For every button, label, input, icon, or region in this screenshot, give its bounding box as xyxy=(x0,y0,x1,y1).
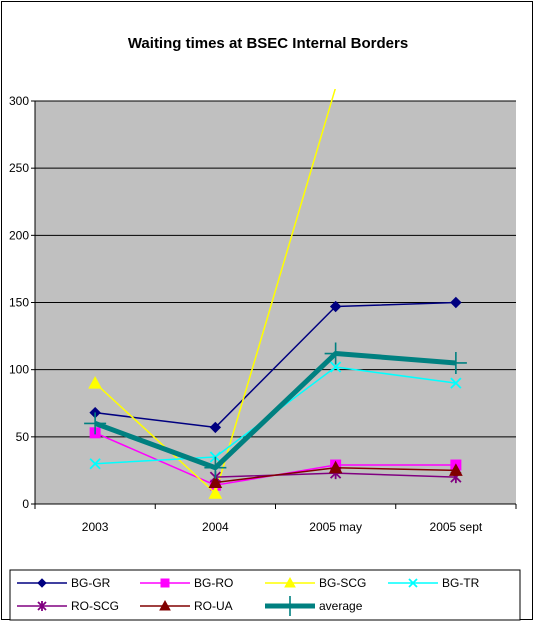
legend xyxy=(9,569,521,621)
legend-marker xyxy=(408,578,418,588)
legend-marker xyxy=(37,578,47,588)
legend-item-average: average xyxy=(265,596,363,616)
legend-marker xyxy=(159,599,171,611)
y-tick-label: 200 xyxy=(9,228,29,242)
data-point-average xyxy=(204,456,227,479)
series-line-average xyxy=(94,351,457,471)
data-point-average xyxy=(444,351,467,374)
legend-items: BG-GR BG-RO BG-SCG BG-TR RO-SCG RO-UA average xyxy=(17,576,480,616)
data-point-bg-scg xyxy=(88,376,102,389)
data-point-bg-gr xyxy=(209,421,222,434)
legend-label: BG-TR xyxy=(442,576,480,590)
legend-label: BG-SCG xyxy=(319,576,366,590)
legend-marker xyxy=(280,596,300,616)
y-tick-label: 100 xyxy=(9,363,29,377)
legend-marker xyxy=(37,601,47,611)
series-ro-ua xyxy=(208,460,463,489)
legend-item-bg-ro: BG-RO xyxy=(140,576,233,590)
legend-label: RO-UA xyxy=(194,599,233,613)
axes: 0 50 100 150 200 250 300 2003 2004 2005 may 2005 s… xyxy=(9,94,517,534)
y-tick-label: 0 xyxy=(22,497,29,511)
data-point-average xyxy=(84,412,107,435)
x-tick-label: 2003 xyxy=(82,520,109,534)
data-point-ro-ua xyxy=(328,460,343,474)
series-average xyxy=(84,342,467,479)
chart-title: Waiting times at BSEC Internal Borders xyxy=(128,35,408,52)
data-point-bg-tr xyxy=(450,377,462,389)
x-tick-label: 2004 xyxy=(202,520,229,534)
x-tick-label: 2005 may xyxy=(309,520,362,534)
legend-label: average xyxy=(319,599,363,613)
data-point-bg-tr xyxy=(329,361,342,373)
y-tick-label: 150 xyxy=(9,296,29,310)
data-point-ro-ua xyxy=(208,475,223,489)
legend-label: BG-RO xyxy=(194,576,233,590)
y-tick-label: 250 xyxy=(9,161,29,175)
series-group xyxy=(84,89,467,499)
legend-label: BG-GR xyxy=(71,576,111,590)
series-bg-scg xyxy=(88,89,336,499)
data-point-bg-gr xyxy=(329,300,342,313)
x-tick-label: 2005 sept xyxy=(430,520,483,534)
data-point-bg-gr xyxy=(450,296,462,309)
data-point-bg-scg xyxy=(208,486,223,499)
legend-item-bg-tr: BG-TR xyxy=(388,576,480,590)
legend-item-ro-ua: RO-UA xyxy=(140,599,233,613)
y-tick-label: 50 xyxy=(16,430,30,444)
legend-item-bg-gr: BG-GR xyxy=(17,576,111,590)
legend-marker xyxy=(284,576,296,588)
data-point-ro-ua xyxy=(449,463,463,476)
series-line-bg-gr xyxy=(95,301,456,429)
legend-item-ro-scg: RO-SCG xyxy=(17,599,119,613)
legend-label: RO-SCG xyxy=(71,599,119,613)
legend-marker xyxy=(160,578,170,588)
data-point-average xyxy=(324,342,347,365)
legend-item-bg-scg: BG-SCG xyxy=(265,576,366,590)
data-point-bg-tr xyxy=(89,458,101,470)
y-tick-label: 300 xyxy=(9,94,29,108)
